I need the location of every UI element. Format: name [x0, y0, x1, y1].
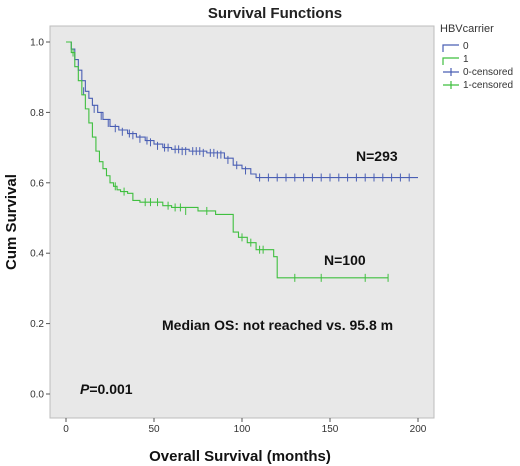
legend-label-1: 1 [463, 54, 469, 65]
y-tick-label: 0.6 [30, 178, 44, 189]
legend-label-3: 1-censored [463, 80, 513, 91]
n-label-group0: N=293 [356, 148, 398, 164]
n-label-group1: N=100 [324, 252, 366, 268]
legend: HBVcarrier 0 1 0-censored 1-censored [440, 23, 513, 91]
legend-entry-2: 0-censored [443, 67, 513, 78]
survival-curve-1 [66, 41, 389, 279]
plot-background [49, 25, 435, 419]
chart-title: Survival Functions [208, 5, 342, 22]
survival-curve-0 [66, 41, 418, 179]
x-axis-ticks: 0 50 100 150 200 [63, 418, 427, 435]
p-value-annotation: P=0.001 [80, 381, 133, 397]
x-tick-label: 50 [148, 424, 160, 435]
legend-swatch-1 [442, 57, 459, 65]
p-value-number: =0.001 [89, 381, 132, 397]
legend-label-2: 0-censored [463, 67, 513, 78]
y-tick-label: 0.4 [30, 249, 44, 260]
x-tick-label: 100 [234, 424, 251, 435]
y-tick-label: 0.2 [30, 319, 44, 330]
y-axis-ticks: 0.0 0.2 0.4 0.6 0.8 1.0 [30, 38, 50, 401]
median-os-annotation: Median OS: not reached vs. 95.8 m [162, 317, 393, 333]
series-layer [66, 41, 418, 282]
legend-label-0: 0 [463, 41, 469, 52]
legend-entry-1: 1 [442, 54, 469, 65]
p-value-prefix: P [80, 381, 90, 397]
y-tick-label: 0.8 [30, 108, 44, 119]
y-tick-label: 0.0 [30, 390, 44, 401]
legend-entry-0: 0 [442, 41, 469, 52]
x-tick-label: 150 [322, 424, 339, 435]
legend-swatch-3 [443, 81, 459, 89]
y-axis-label: Cum Survival [3, 174, 20, 270]
legend-swatch-0 [442, 44, 459, 52]
legend-swatch-2 [443, 68, 459, 76]
y-tick-label: 1.0 [30, 38, 44, 49]
legend-title: HBVcarrier [440, 23, 494, 35]
x-tick-label: 0 [63, 424, 69, 435]
x-axis-label: Overall Survival (months) [149, 448, 331, 465]
x-tick-label: 200 [410, 424, 427, 435]
legend-entry-3: 1-censored [443, 80, 513, 91]
